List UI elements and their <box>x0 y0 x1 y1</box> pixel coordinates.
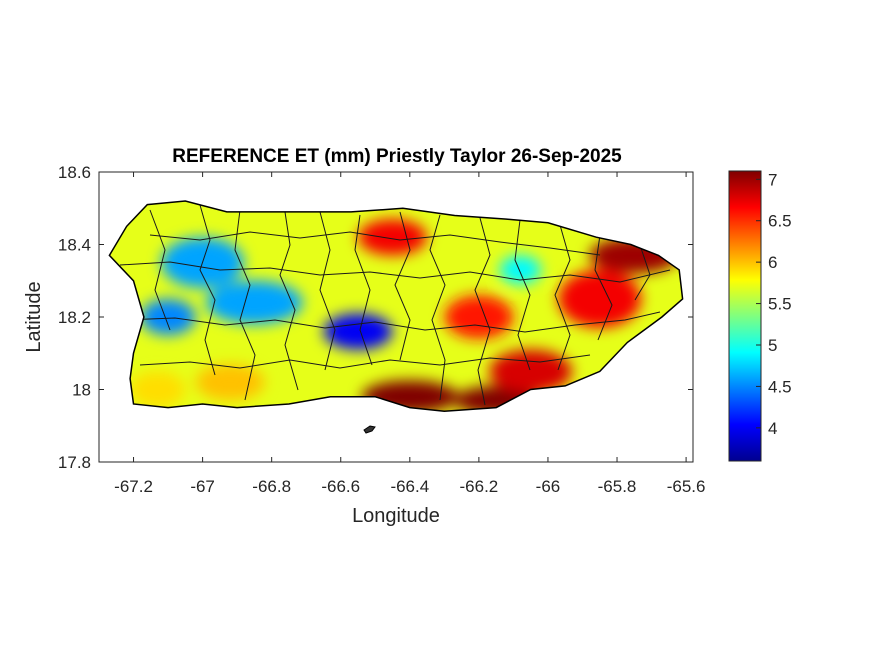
x-tick-label: -65.6 <box>667 477 706 496</box>
colorbar-tick-label: 4.5 <box>768 377 792 396</box>
x-tick-label: -66.8 <box>252 477 291 496</box>
y-axis-label: Latitude <box>23 281 45 352</box>
y-tick-label: 18.4 <box>58 236 91 255</box>
colorbar-tick-label: 7 <box>768 170 777 189</box>
y-axis: 18.6 18.4 18.2 18 17.8 <box>58 163 693 472</box>
y-tick-label: 18.2 <box>58 308 91 327</box>
x-axis: -67.2 -67 -66.8 -66.6 -66.4 -66.2 -66 -65.8 -65.… <box>114 172 705 496</box>
colorbar-tick-label: 4 <box>768 419 777 438</box>
et-region-7 <box>323 313 393 350</box>
et-region-10 <box>140 298 196 336</box>
x-tick-label: -65.8 <box>598 477 637 496</box>
et-region-11 <box>130 371 186 408</box>
island-outline <box>108 200 684 412</box>
x-tick-label: -67.2 <box>114 477 153 496</box>
x-tick-label: -66.4 <box>390 477 429 496</box>
y-tick-label: 18 <box>72 381 91 400</box>
x-tick-label: -66.2 <box>460 477 499 496</box>
colorbar <box>728 170 762 462</box>
et-region-8 <box>206 280 303 325</box>
colorbar-tick-label: 6 <box>768 253 777 272</box>
x-axis-label: Longitude <box>352 505 440 527</box>
y-tick-label: 18.6 <box>58 163 91 182</box>
colorbar-ticks: 7 6.5 6 5.5 5 4.5 4 <box>756 170 792 438</box>
et-region-13 <box>499 255 542 285</box>
chart-title: REFERENCE ET (mm) Priestly Taylor 26-Sep… <box>172 146 622 167</box>
colorbar-tick-label: 5.5 <box>768 295 792 314</box>
colorbar-tick-label: 6.5 <box>768 212 792 231</box>
x-tick-label: -67 <box>190 477 215 496</box>
y-tick-label: 17.8 <box>58 453 91 472</box>
small-island <box>363 425 376 434</box>
x-tick-label: -66 <box>536 477 561 496</box>
municipality-boundaries <box>119 204 671 406</box>
et-region-12 <box>195 364 265 401</box>
colorbar-tick-label: 5 <box>768 336 777 355</box>
et-heatmap <box>109 201 683 412</box>
et-region-4 <box>558 269 642 328</box>
x-tick-label: -66.6 <box>321 477 360 496</box>
et-region-5 <box>358 219 428 256</box>
